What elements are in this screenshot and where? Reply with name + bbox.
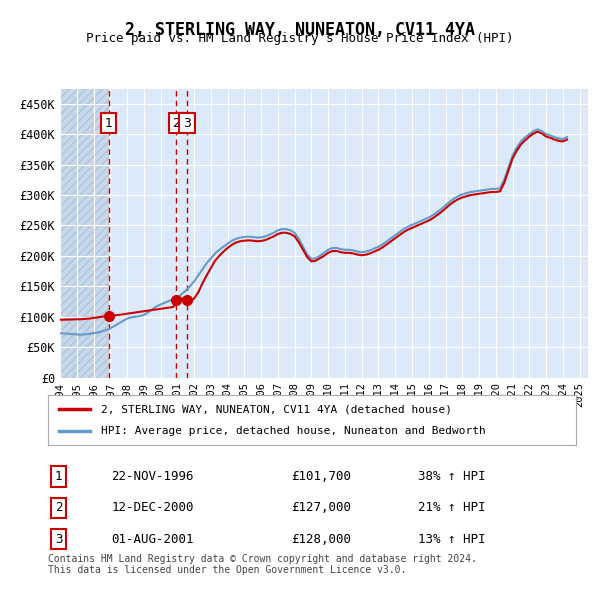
Text: HPI: Average price, detached house, Nuneaton and Bedworth: HPI: Average price, detached house, Nune… [101,427,485,437]
Text: 1: 1 [55,470,62,483]
Text: 3: 3 [55,533,62,546]
Text: 12-DEC-2000: 12-DEC-2000 [112,502,194,514]
Text: 01-AUG-2001: 01-AUG-2001 [112,533,194,546]
Text: 2: 2 [173,117,181,130]
Text: £128,000: £128,000 [291,533,351,546]
Text: 2: 2 [55,502,62,514]
Text: Contains HM Land Registry data © Crown copyright and database right 2024.
This d: Contains HM Land Registry data © Crown c… [48,553,477,575]
Text: 13% ↑ HPI: 13% ↑ HPI [418,533,485,546]
Text: Price paid vs. HM Land Registry's House Price Index (HPI): Price paid vs. HM Land Registry's House … [86,32,514,45]
Text: 3: 3 [183,117,191,130]
Text: £101,700: £101,700 [291,470,351,483]
Text: 21% ↑ HPI: 21% ↑ HPI [418,502,485,514]
Bar [60,88,109,378]
Text: 2, STERLING WAY, NUNEATON, CV11 4YA: 2, STERLING WAY, NUNEATON, CV11 4YA [125,21,475,39]
Text: 22-NOV-1996: 22-NOV-1996 [112,470,194,483]
Text: £127,000: £127,000 [291,502,351,514]
Text: 38% ↑ HPI: 38% ↑ HPI [418,470,485,483]
Text: 1: 1 [104,117,113,130]
Text: 2, STERLING WAY, NUNEATON, CV11 4YA (detached house): 2, STERLING WAY, NUNEATON, CV11 4YA (det… [101,404,452,414]
